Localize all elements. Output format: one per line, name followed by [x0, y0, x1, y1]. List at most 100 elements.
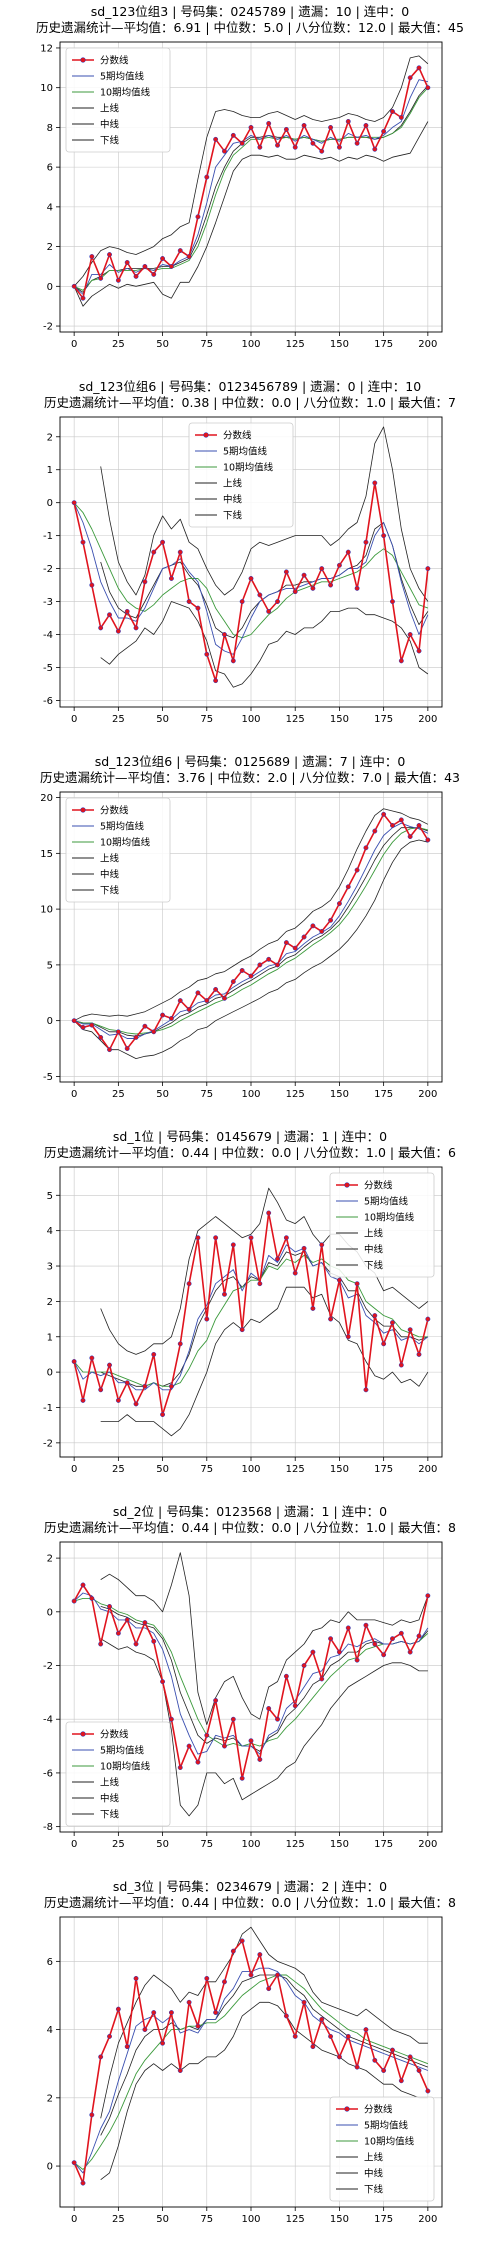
chart-panel-6: sd_3位 | 号码集：0234679 | 遗漏：2 | 连中：0历史遗漏统计—…	[44, 1879, 456, 2225]
score-point	[328, 582, 334, 588]
score-point	[142, 1620, 148, 1626]
score-point	[381, 2068, 387, 2073]
score-point	[89, 254, 95, 259]
score-point	[354, 1657, 360, 1663]
chart-subtitle: 历史遗漏统计—平均值：0.44 | 中位数：0.0 | 八分位数：1.0 | 最…	[44, 1895, 456, 1910]
score-point	[160, 2040, 166, 2046]
x-tick-label: 150	[330, 339, 349, 350]
legend-label: 10期均值线	[100, 1761, 151, 1773]
score-point	[98, 625, 104, 631]
score-point	[390, 823, 395, 828]
score-point	[336, 1277, 342, 1283]
score-point	[151, 1638, 157, 1644]
legend-label: 中线	[364, 1244, 384, 1256]
score-point	[160, 1679, 166, 1685]
chart-title: sd_123位组6 | 号码集：0123456789 | 遗漏：0 | 连中：1…	[79, 379, 421, 394]
score-point	[71, 1598, 77, 1604]
y-tick-label: 5	[47, 960, 53, 971]
x-tick-label: 25	[112, 1464, 125, 1475]
legend-label: 10期均值线	[223, 462, 274, 474]
score-point	[372, 146, 378, 152]
score-point	[195, 1235, 201, 1241]
score-point	[204, 1316, 210, 1322]
x-tick-label: 0	[71, 1464, 77, 1475]
score-point	[345, 549, 351, 555]
score-point	[186, 254, 192, 259]
score-point	[301, 1999, 307, 2005]
score-point	[425, 1593, 431, 1599]
score-point	[390, 2047, 395, 2053]
x-tick-label: 150	[330, 2214, 349, 2225]
score-point	[239, 1938, 245, 1944]
legend-label: 下线	[100, 135, 120, 147]
score-point	[266, 608, 272, 614]
x-tick-label: 100	[241, 714, 260, 725]
legend-label: 5期均值线	[364, 2120, 409, 2132]
score-point	[98, 1387, 104, 1393]
legend-marker	[80, 1731, 86, 1737]
score-point	[222, 632, 227, 637]
score-point	[230, 658, 236, 664]
score-point	[177, 998, 183, 1004]
legend-label: 中线	[100, 1793, 120, 1805]
score-point	[257, 592, 263, 598]
score-point	[107, 2033, 112, 2039]
legend-label: 分数线	[100, 1729, 129, 1741]
x-tick-label: 25	[112, 1839, 125, 1850]
score-point	[319, 928, 325, 934]
legend-label: 5期均值线	[100, 821, 145, 833]
x-tick-label: 125	[286, 339, 305, 350]
score-point	[336, 562, 342, 568]
score-point	[390, 1320, 395, 1326]
y-tick-label: 6	[47, 163, 53, 174]
score-point	[98, 275, 104, 281]
score-point	[328, 1636, 334, 1642]
score-point	[354, 2064, 360, 2070]
score-point	[283, 940, 289, 946]
score-point	[416, 1633, 422, 1639]
x-tick-label: 75	[200, 1839, 213, 1850]
score-point	[275, 142, 280, 148]
score-point	[142, 579, 148, 585]
x-tick-label: 75	[200, 1464, 213, 1475]
score-point	[133, 625, 139, 631]
score-point	[186, 1007, 192, 1012]
score-point	[151, 271, 157, 277]
score-point	[345, 1625, 351, 1631]
score-point	[98, 1034, 104, 1040]
score-point	[151, 1029, 157, 1035]
score-point	[319, 566, 325, 572]
score-point	[319, 148, 325, 154]
score-point	[319, 1242, 325, 1248]
y-tick-label: -6	[43, 696, 53, 707]
score-point	[248, 1235, 254, 1241]
score-point	[398, 115, 404, 120]
score-point	[372, 480, 378, 486]
x-tick-label: 25	[112, 339, 125, 350]
x-tick-label: 50	[156, 2214, 169, 2225]
series-line-3	[73, 502, 429, 639]
score-point	[363, 122, 369, 128]
x-tick-label: 125	[286, 1839, 305, 1850]
x-tick-label: 125	[286, 714, 305, 725]
y-tick-label: -2	[43, 322, 53, 333]
y-tick-label: 15	[40, 849, 53, 860]
legend-label: 分数线	[100, 55, 129, 67]
chart-title: sd_1位 | 号码集：0145679 | 遗漏：1 | 连中：0	[113, 1129, 387, 1144]
score-point	[222, 1291, 227, 1297]
score-point	[398, 1362, 404, 1368]
y-tick-label: 3	[47, 1262, 53, 1273]
legend-label: 5期均值线	[100, 1745, 145, 1757]
y-tick-label: -8	[43, 1822, 53, 1833]
x-tick-label: 100	[241, 1839, 260, 1850]
y-tick-label: 1	[47, 465, 53, 476]
score-point	[222, 1743, 227, 1749]
score-point	[177, 2068, 183, 2073]
legend-label: 上线	[100, 1777, 120, 1789]
score-point	[107, 1047, 112, 1053]
score-point	[89, 2112, 95, 2118]
y-tick-label: 4	[47, 1226, 53, 1237]
series-line-4	[73, 808, 429, 1022]
